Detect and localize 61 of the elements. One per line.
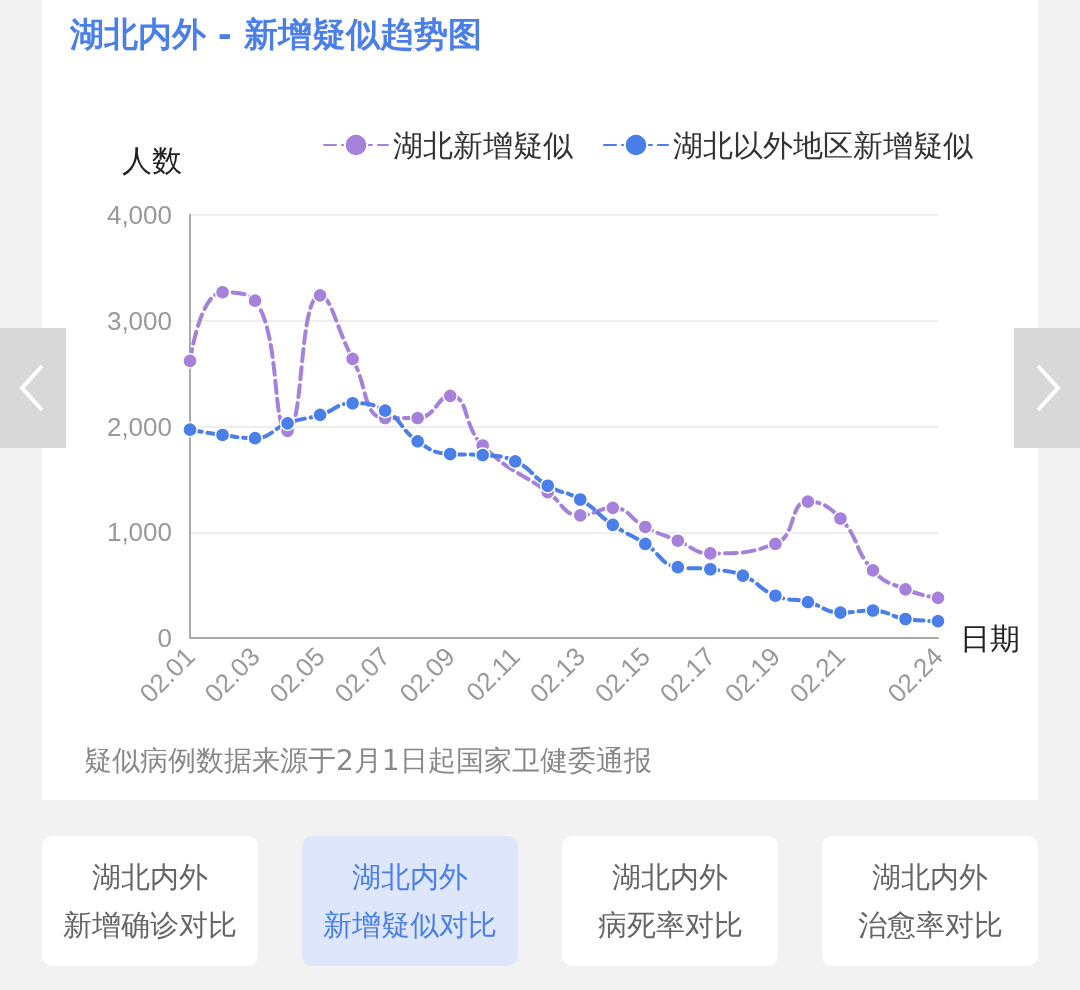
point xyxy=(312,287,328,304)
point xyxy=(312,407,328,423)
text: 湖北内外 xyxy=(351,859,469,896)
point xyxy=(670,559,686,575)
point xyxy=(865,562,881,579)
y-tick-label: 1,000 xyxy=(106,517,172,548)
point xyxy=(182,353,198,369)
point xyxy=(767,536,784,552)
point xyxy=(409,410,426,426)
text: 疑似病例数据来源于2月1日起国家卫健委通报 xyxy=(84,743,652,779)
point xyxy=(702,545,719,562)
y-tick-label: 3,000 xyxy=(106,305,172,336)
point xyxy=(800,594,816,610)
point xyxy=(344,351,361,367)
point xyxy=(735,567,751,584)
legend-label: 湖北以外地区新增疑似 xyxy=(673,128,973,162)
point xyxy=(897,611,914,627)
point xyxy=(344,395,361,411)
point xyxy=(409,433,426,450)
point xyxy=(605,500,621,516)
point xyxy=(670,532,686,549)
text: 湖北内外 xyxy=(611,859,729,896)
y-tick-label: 0 xyxy=(157,623,172,653)
point xyxy=(507,453,523,470)
point xyxy=(572,507,589,524)
point xyxy=(182,421,198,438)
y-tick-label: 2,000 xyxy=(106,411,172,442)
point xyxy=(832,510,849,527)
text: 新增确诊对比 xyxy=(63,907,237,944)
point xyxy=(930,590,946,606)
y-tick-label: 4,000 xyxy=(106,200,172,230)
point xyxy=(540,477,556,494)
point xyxy=(279,415,296,432)
y-axis-title: 人数 xyxy=(122,143,182,177)
point xyxy=(800,493,816,510)
x-axis-title: 日期 xyxy=(960,621,1020,655)
point xyxy=(702,561,719,578)
point xyxy=(474,447,491,463)
text: 病死率对比 xyxy=(597,907,743,944)
text: 新增疑似对比 xyxy=(323,907,497,944)
chart-title: 湖北内外 - 新增疑似趋势图 xyxy=(70,13,482,56)
point xyxy=(637,519,654,535)
point xyxy=(572,491,589,508)
point xyxy=(637,536,654,552)
point xyxy=(897,581,914,598)
legend-label: 湖北新增疑似 xyxy=(393,128,573,162)
point xyxy=(214,284,231,300)
point xyxy=(442,446,458,462)
point xyxy=(767,587,784,604)
text: 治愈率对比 xyxy=(857,907,1003,944)
point xyxy=(247,292,263,309)
point xyxy=(865,602,881,619)
text: 湖北内外 xyxy=(871,859,989,896)
text: 湖北内外 xyxy=(91,859,209,896)
point xyxy=(832,604,849,621)
point xyxy=(214,427,231,443)
point xyxy=(247,430,263,446)
point xyxy=(377,402,393,419)
point xyxy=(930,613,946,629)
point xyxy=(442,388,458,404)
point xyxy=(605,517,621,533)
